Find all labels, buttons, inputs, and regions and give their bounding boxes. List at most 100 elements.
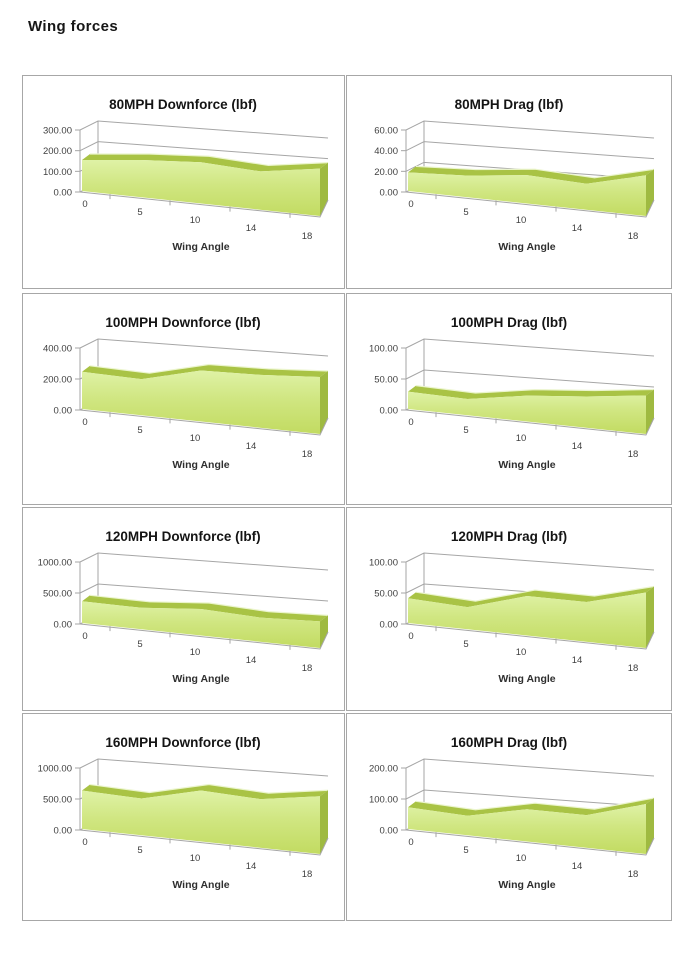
y-tick-label: 0.00 xyxy=(379,620,398,631)
area-top-surface xyxy=(82,595,328,622)
area-side-face xyxy=(320,162,328,216)
grid-line xyxy=(79,338,329,357)
chart-120mph-drag: 0.00 50.00 100.00 0 5 10 14 18 Wing Angle 120MPH … xyxy=(368,529,654,685)
x-tick-label: 0 xyxy=(82,631,87,642)
area-side-face xyxy=(645,169,654,216)
x-tick-label: 5 xyxy=(463,845,468,856)
x-tick-label: 5 xyxy=(137,425,142,436)
area-top-surface xyxy=(82,153,328,172)
chart-160mph-drag: 0.00 100.00 200.00 0 5 10 14 18 Wing Angle 160MPH… xyxy=(368,735,654,891)
x-axis-title: Wing Angle xyxy=(172,673,229,685)
area-top-highlight xyxy=(415,585,654,602)
x-axis-title: Wing Angle xyxy=(498,241,555,253)
chart-120mph-downforce: 0.00 500.00 1000.00 0 5 10 14 18 Wing Angle 120MP… xyxy=(38,529,329,685)
x-tick-label: 10 xyxy=(515,215,526,226)
x-tick-label: 10 xyxy=(190,853,201,864)
chart-80mph-downforce: 0.00 100.00 200.00 300.00 0 5 10 14 18 Wing Angle… xyxy=(43,97,329,253)
x-tick-label: 14 xyxy=(246,861,257,872)
x-axis-line xyxy=(405,623,654,650)
area-series xyxy=(82,159,320,216)
chart-panel-80mph-downforce[interactable]: 0.00 100.00 200.00 300.00 0 5 10 14 18 Wing Angle… xyxy=(22,75,345,289)
chart-title: 160MPH Downforce (lbf) xyxy=(105,735,260,750)
x-tick-label: 18 xyxy=(302,869,313,880)
charts-row-2: 0.00 200.00 400.00 0 5 10 14 18 Wing Angle 100MPH… xyxy=(22,293,673,505)
chart-panel-80mph-drag[interactable]: 0.00 20.00 40.00 60.00 0 5 10 14 18 Wing Angle 80M… xyxy=(346,75,672,289)
chart-title: 80MPH Downforce (lbf) xyxy=(109,97,257,112)
x-axis-line xyxy=(79,191,329,218)
x-tick-label: 5 xyxy=(137,845,142,856)
y-tick-label: 0.00 xyxy=(379,188,398,199)
chart-80mph-drag: 0.00 20.00 40.00 60.00 0 5 10 14 18 Wing Angle 80M… xyxy=(374,97,654,253)
grid-line xyxy=(405,338,654,357)
y-tick-label: 400.00 xyxy=(43,344,72,355)
area-top-highlight xyxy=(415,797,654,811)
area-top-surface xyxy=(407,586,654,608)
x-axis-line xyxy=(79,829,329,856)
chart-title: 160MPH Drag (lbf) xyxy=(450,735,566,750)
grid-line xyxy=(405,120,654,139)
grid-line xyxy=(79,552,329,571)
y-tick-label: 60.00 xyxy=(374,126,398,137)
x-tick-label: 5 xyxy=(463,207,468,218)
x-tick-label: 14 xyxy=(246,223,257,234)
chart-title: 80MPH Drag (lbf) xyxy=(454,97,563,112)
area-top-surface xyxy=(82,784,328,800)
area-series xyxy=(407,592,646,648)
x-tick-label: 14 xyxy=(571,223,582,234)
chart-title: 100MPH Drag (lbf) xyxy=(450,315,566,330)
chart-100mph-drag: 0.00 50.00 100.00 0 5 10 14 18 Wing Angle 100MPH … xyxy=(368,315,654,471)
x-tick-label: 10 xyxy=(515,647,526,658)
y-tick-label: 300.00 xyxy=(43,126,72,137)
area-top-highlight xyxy=(89,594,329,616)
chart-panel-100mph-downforce[interactable]: 0.00 200.00 400.00 0 5 10 14 18 Wing Angle 100MPH… xyxy=(22,293,345,505)
x-tick-label: 18 xyxy=(627,663,638,674)
x-tick-label: 18 xyxy=(627,869,638,880)
area-top-highlight xyxy=(89,363,329,374)
x-axis-title: Wing Angle xyxy=(498,879,555,891)
x-tick-label: 0 xyxy=(82,837,87,848)
x-tick-label: 14 xyxy=(246,441,257,452)
chart-panel-160mph-drag[interactable]: 0.00 100.00 200.00 0 5 10 14 18 Wing Angle 160MPH… xyxy=(346,713,672,921)
x-tick-label: 14 xyxy=(571,441,582,452)
x-axis-line xyxy=(79,409,329,436)
y-tick-label: 0.00 xyxy=(379,826,398,837)
y-tick-label: 500.00 xyxy=(43,589,72,600)
x-tick-label: 0 xyxy=(82,199,87,210)
y-tick-label: 100.00 xyxy=(368,344,397,355)
x-tick-label: 10 xyxy=(515,853,526,864)
area-top-surface xyxy=(407,385,654,399)
chart-title: 120MPH Downforce (lbf) xyxy=(105,529,260,544)
x-tick-label: 0 xyxy=(408,417,413,428)
x-axis-title: Wing Angle xyxy=(172,879,229,891)
area-top-surface xyxy=(82,364,328,380)
y-tick-label: 0.00 xyxy=(54,620,73,631)
x-tick-label: 5 xyxy=(137,639,142,650)
x-tick-label: 10 xyxy=(190,433,201,444)
area-side-face xyxy=(645,389,654,434)
y-tick-label: 40.00 xyxy=(374,146,398,157)
chart-panel-160mph-downforce[interactable]: 0.00 500.00 1000.00 0 5 10 14 18 Wing Angle 160MP… xyxy=(22,713,345,921)
y-tick-label: 0.00 xyxy=(54,188,73,199)
y-tick-label: 0.00 xyxy=(54,406,73,417)
chart-160mph-downforce: 0.00 500.00 1000.00 0 5 10 14 18 Wing Angle 160MP… xyxy=(38,735,329,891)
y-tick-label: 50.00 xyxy=(374,589,398,600)
x-tick-label: 18 xyxy=(627,449,638,460)
chart-panel-100mph-drag[interactable]: 0.00 50.00 100.00 0 5 10 14 18 Wing Angle 100MPH … xyxy=(346,293,672,505)
area-series xyxy=(407,804,646,854)
charts-grid: 0.00 100.00 200.00 300.00 0 5 10 14 18 Wing Angle… xyxy=(22,75,673,921)
chart-panel-120mph-drag[interactable]: 0.00 50.00 100.00 0 5 10 14 18 Wing Angle 120MPH … xyxy=(346,507,672,711)
y-tick-label: 100.00 xyxy=(368,558,397,569)
y-tick-label: 200.00 xyxy=(368,764,397,775)
x-axis-title: Wing Angle xyxy=(498,673,555,685)
x-tick-label: 14 xyxy=(571,861,582,872)
y-tick-label: 20.00 xyxy=(374,167,398,178)
page-title: Wing forces xyxy=(28,18,119,35)
x-axis-title: Wing Angle xyxy=(172,459,229,471)
x-tick-label: 5 xyxy=(137,207,142,218)
chart-panel-120mph-downforce[interactable]: 0.00 500.00 1000.00 0 5 10 14 18 Wing Angle 120MP… xyxy=(22,507,345,711)
area-series xyxy=(407,391,646,434)
x-tick-label: 0 xyxy=(408,199,413,210)
x-tick-label: 0 xyxy=(408,837,413,848)
x-tick-label: 18 xyxy=(302,449,313,460)
area-series xyxy=(82,790,320,854)
